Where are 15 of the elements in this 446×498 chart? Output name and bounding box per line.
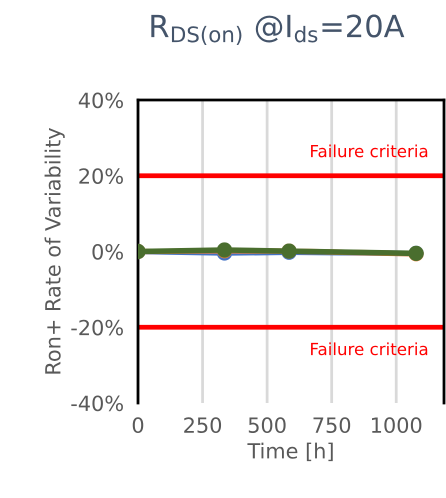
x-tick-label: 0 [132, 417, 144, 434]
y-tick-label: 20% [79, 168, 123, 184]
ref-line-label: Failure criteria [311, 144, 428, 158]
y-tick-label: 40% [78, 92, 123, 108]
x-tick-label: 750 [313, 417, 350, 434]
x-tick-label: 1000 [372, 417, 422, 434]
y-tick-label: -40% [71, 395, 123, 412]
ref-line-label: Failure criteria [311, 342, 428, 356]
x-tick-label: 500 [248, 417, 286, 434]
chart-title: R$_{DS(on)}$ @I$_{ds}$=20A [151, 14, 404, 45]
y-tick-label: 0% [92, 244, 123, 260]
x-tick-label: 250 [184, 417, 222, 434]
y-tick-label: -20% [71, 320, 123, 336]
y-axis-title: Ron+ Rate of Variability [44, 128, 65, 374]
x-axis-title: Time [h] [247, 442, 333, 462]
